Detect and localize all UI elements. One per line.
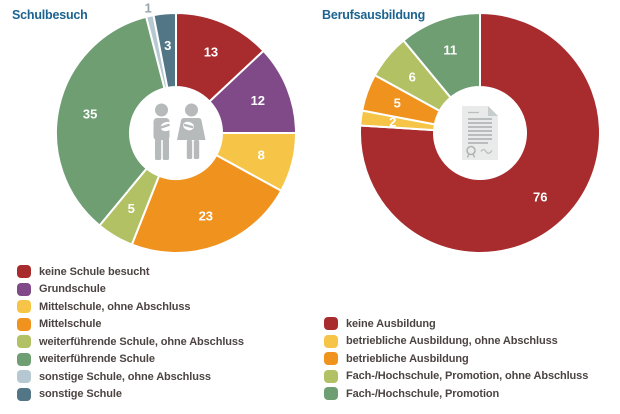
slice-keine-ausbildung (359, 12, 601, 254)
legend-label: betriebliche Ausbildung (346, 352, 469, 365)
legend-label: keine Ausbildung (346, 317, 436, 330)
legend-item-weiterf-hrende-schule-ohne-abschluss: weiterführende Schule, ohne Abschluss (17, 333, 244, 351)
slice-value-label: 1 (144, 1, 151, 16)
chart-title-schulbesuch: Schulbesuch (12, 8, 88, 22)
legend-swatch (324, 387, 338, 401)
legend-item-keine-schule-besucht: keine Schule besucht (17, 263, 244, 281)
legend-swatch (17, 282, 31, 296)
slice-value-label: 3 (164, 38, 171, 53)
legend-swatch (17, 370, 31, 384)
donut-chart-berufsausbildung: 76 2 56 11 (359, 12, 601, 254)
legend-item-sonstige-schule: sonstige Schule (17, 386, 244, 404)
legend-swatch (17, 352, 31, 366)
legend-label: sonstige Schule (39, 388, 122, 401)
legend-swatch (324, 352, 338, 366)
legend-swatch (17, 387, 31, 401)
legend-label: betriebliche Ausbildung, ohne Abschluss (346, 335, 558, 348)
legend-swatch (324, 317, 338, 331)
legend-label: Grundschule (39, 283, 106, 296)
legend-schulbesuch: keine Schule besucht Grundschule Mittelsch… (17, 263, 244, 403)
legend-item-sonstige-schule-ohne-abschluss: sonstige Schule, ohne Abschluss (17, 368, 244, 386)
legend-label: Mittelschule (39, 318, 102, 331)
slice-value-label: 5 (128, 201, 135, 216)
legend-label: Fach-/Hochschule, Promotion, ohne Abschl… (346, 370, 589, 383)
slice-value-label: 11 (443, 43, 457, 58)
legend-item-fach-hochschule-promotion: Fach-/Hochschule, Promotion (324, 385, 588, 403)
chart-title-berufsausbildung: Berufsausbildung (322, 8, 426, 22)
legend-swatch (324, 334, 338, 348)
slice-value-label: 2 (389, 114, 396, 129)
legend-item-betriebliche-ausbildung: betriebliche Ausbildung (324, 350, 588, 368)
family-icon (130, 87, 222, 179)
legend-item-grundschule: Grundschule (17, 281, 244, 299)
legend-item-fach-hochschule-promotion-ohne-abschluss: Fach-/Hochschule, Promotion, ohne Abschl… (324, 368, 588, 386)
legend-swatch (17, 317, 31, 331)
certificate-icon (434, 87, 526, 179)
legend-item-betriebliche-ausbildung-ohne-abschluss: betriebliche Ausbildung, ohne Abschluss (324, 333, 588, 351)
slice-value-label: 13 (204, 45, 218, 60)
legend-item-mittelschule-ohne-abschluss: Mittelschule, ohne Abschluss (17, 298, 244, 316)
legend-swatch (324, 369, 338, 383)
legend-item-keine-ausbildung: keine Ausbildung (324, 315, 588, 333)
legend-label: sonstige Schule, ohne Abschluss (39, 370, 211, 383)
slice-value-label: 6 (409, 69, 416, 84)
legend-label: keine Schule besucht (39, 265, 150, 278)
slice-value-label: 76 (533, 190, 547, 205)
legend-label: weiterführende Schule (39, 353, 155, 366)
slice-value-label: 12 (251, 93, 265, 108)
legend-item-mittelschule: Mittelschule (17, 316, 244, 334)
legend-swatch (17, 300, 31, 314)
legend-label: Mittelschule, ohne Abschluss (39, 300, 191, 313)
legend-swatch (17, 265, 31, 279)
slice-value-label: 8 (258, 147, 265, 162)
slice-value-label: 35 (83, 106, 97, 121)
legend-berufsausbildung: keine Ausbildung betriebliche Ausbildung,… (324, 315, 588, 403)
slice-value-label: 23 (199, 208, 213, 223)
legend-label: Fach-/Hochschule, Promotion (346, 387, 500, 400)
legend-item-weiterf-hrende-schule: weiterführende Schule (17, 351, 244, 369)
slice-value-label: 5 (394, 96, 401, 111)
legend-label: weiterführende Schule, ohne Abschluss (39, 335, 244, 348)
legend-swatch (17, 335, 31, 349)
